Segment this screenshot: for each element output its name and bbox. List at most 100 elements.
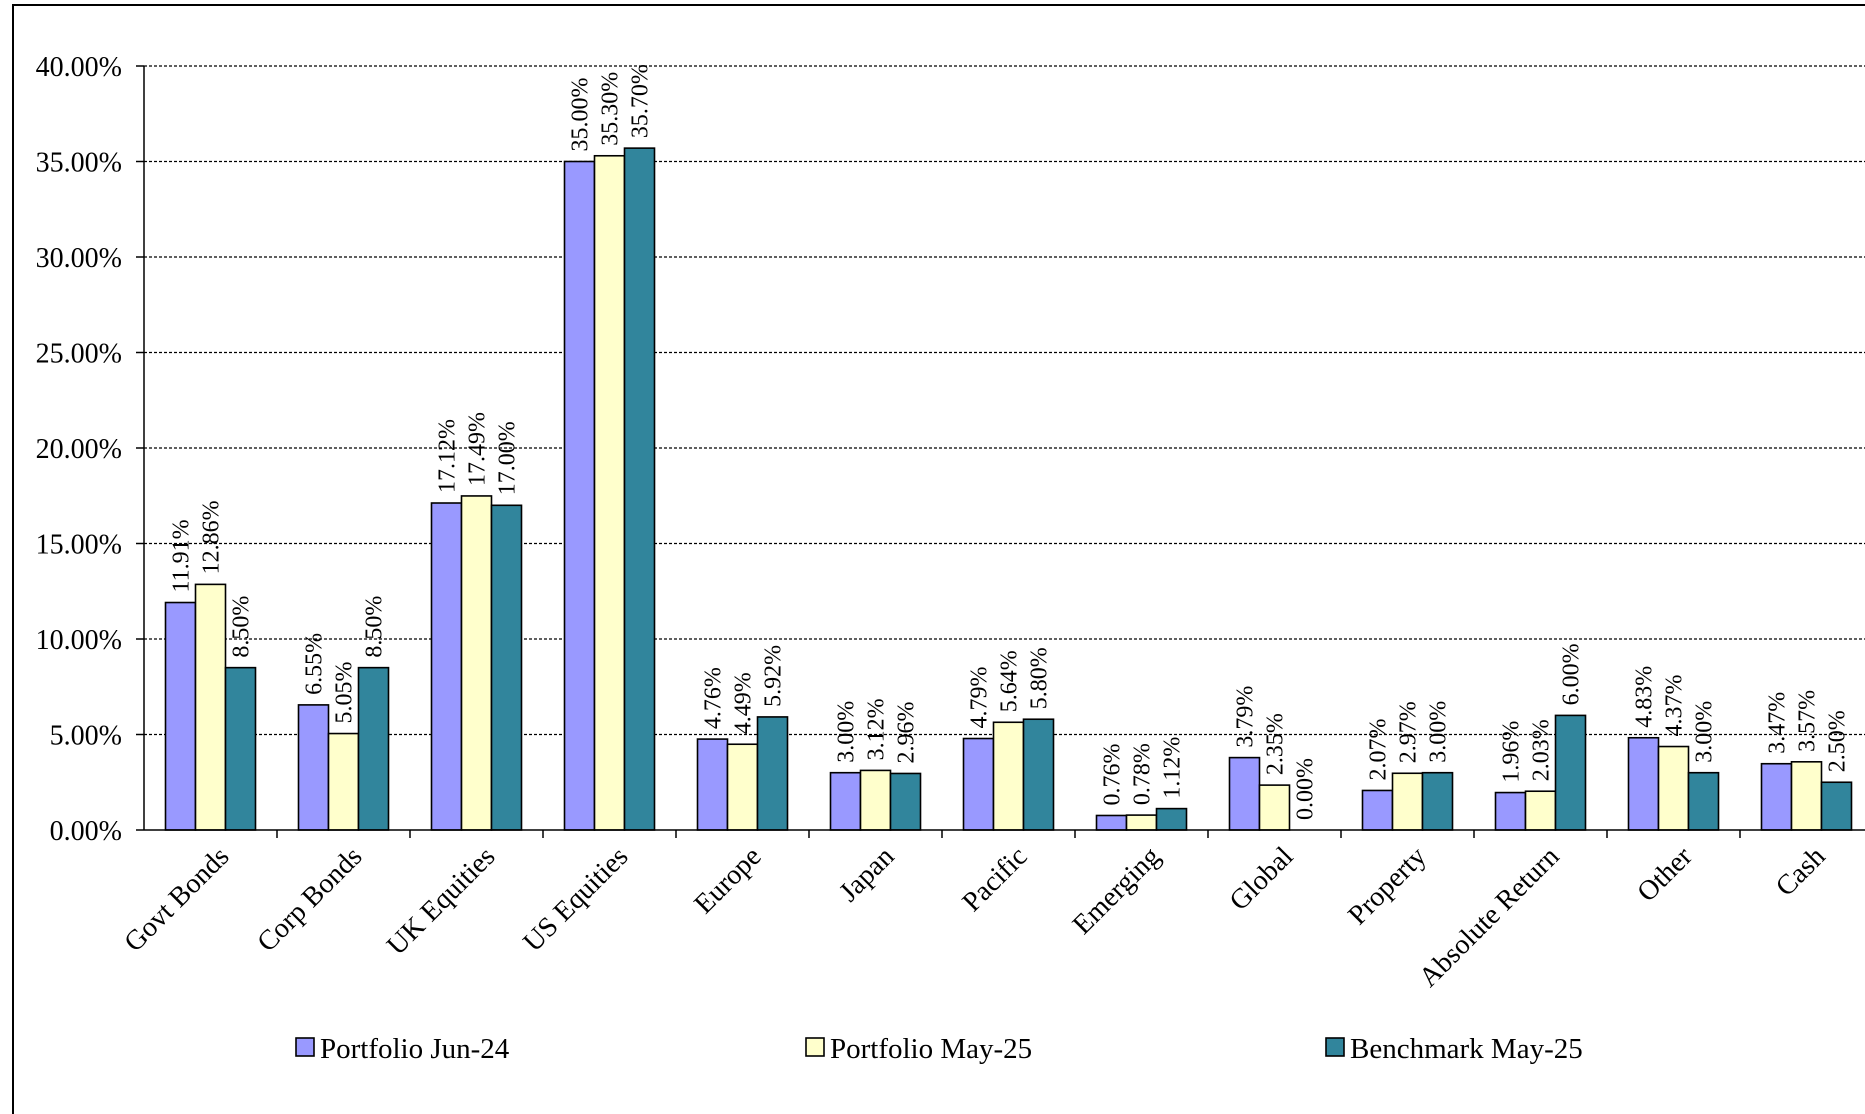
value-label: 2.50% [1825, 710, 1851, 772]
value-label: 5.05% [332, 662, 358, 724]
value-label: 12.86% [199, 500, 225, 574]
category-label-property: Property [1342, 841, 1432, 931]
value-label: 3.57% [1795, 690, 1821, 752]
category-label-japan: Japan [833, 841, 900, 908]
y-tick-label: 15.00% [36, 530, 122, 561]
category-label-emerging: Emerging [1067, 841, 1167, 941]
value-label: 0.76% [1100, 743, 1126, 805]
value-label: 17.00% [495, 421, 521, 495]
category-label-europe: Europe [688, 841, 767, 920]
value-label: 4.49% [731, 672, 757, 734]
value-label: 4.79% [967, 667, 993, 729]
y-tick-label: 35.00% [36, 148, 122, 179]
category-label-cash: Cash [1770, 841, 1832, 903]
value-label: 3.00% [1692, 701, 1718, 763]
bar-portfolio-may-25-global [1258, 784, 1291, 831]
value-labels: 11.91% 6.55% 17.12% 35.00% 4.76% 3.00% 4.79% 0.… [169, 64, 1851, 820]
bar-benchmark-may-25-japan [889, 772, 922, 831]
category-label-corp-bonds: Corp Bonds [251, 841, 368, 958]
category-label-govt-bonds: Govt Bonds [118, 841, 235, 958]
bar-portfolio-jun-24-cash [1760, 762, 1793, 831]
bar-portfolio-may-25-uk-equities [460, 495, 493, 831]
value-label: 8.50% [229, 596, 255, 658]
value-label: 2.07% [1366, 718, 1392, 780]
gridlines [144, 65, 1865, 736]
bar-portfolio-jun-24-us-equities [563, 160, 596, 831]
axes: 0.00% 5.00% 10.00% 15.00% 20.00% 25.00% 30.00%… [36, 52, 1865, 993]
value-label: 35.30% [598, 72, 624, 146]
y-tick-label: 40.00% [36, 52, 122, 83]
y-tick-label: 25.00% [36, 339, 122, 370]
value-label: 3.00% [1426, 701, 1452, 763]
value-label: 5.92% [761, 645, 787, 707]
value-label: 3.47% [1765, 692, 1791, 754]
category-label-uk-equities: UK Equities [381, 841, 501, 961]
y-tick-label: 30.00% [36, 243, 122, 274]
bar-portfolio-may-25-govt-bonds [194, 583, 227, 831]
value-label: 0.00% [1293, 758, 1319, 820]
bar-portfolio-jun-24-uk-equities [430, 502, 463, 831]
value-label: 1.12% [1160, 737, 1186, 799]
bar-portfolio-may-25-corp-bonds [327, 732, 360, 831]
bar-benchmark-may-25-us-equities [623, 147, 656, 831]
bar-portfolio-jun-24-japan [829, 771, 862, 831]
y-tick-label: 5.00% [50, 721, 122, 752]
y-tick-label: 0.00% [50, 816, 122, 847]
bar-portfolio-may-25-us-equities [593, 154, 626, 831]
bar-portfolio-jun-24-absolute-return [1494, 791, 1527, 831]
legend-swatch-portfolio-may-25 [805, 1037, 825, 1057]
bar-portfolio-may-25-europe [726, 743, 759, 831]
value-label: 3.00% [834, 701, 860, 763]
bar-portfolio-jun-24-europe [696, 738, 729, 831]
bar-portfolio-jun-24-property [1361, 789, 1394, 831]
category-label-other: Other [1631, 841, 1698, 908]
value-label: 2.96% [894, 701, 920, 763]
y-tick-label: 10.00% [36, 625, 122, 656]
legend-label-portfolio-jun-24: Portfolio Jun-24 [320, 1033, 510, 1065]
value-label: 3.12% [864, 698, 890, 760]
value-label: 17.12% [435, 419, 461, 493]
bar-benchmark-may-25-property [1421, 771, 1454, 831]
value-label: 6.00% [1559, 643, 1585, 705]
value-label: 0.78% [1130, 743, 1156, 805]
legend-label-portfolio-may-25: Portfolio May-25 [830, 1033, 1032, 1065]
value-label: 35.70% [628, 64, 654, 138]
value-label: 2.35% [1263, 713, 1289, 775]
bar-benchmark-may-25-cash [1820, 781, 1853, 831]
value-label: 4.83% [1632, 666, 1658, 728]
bar-benchmark-may-25-corp-bonds [357, 666, 390, 831]
value-label: 1.96% [1499, 721, 1525, 783]
bar-portfolio-jun-24-emerging [1095, 814, 1128, 831]
value-label: 2.97% [1396, 701, 1422, 763]
bars [164, 147, 1853, 831]
value-label: 6.55% [302, 633, 328, 695]
bar-portfolio-jun-24-corp-bonds [297, 704, 330, 831]
bar-portfolio-may-25-emerging [1125, 814, 1158, 831]
chart-frame [12, 4, 1865, 1114]
bar-benchmark-may-25-govt-bonds [224, 666, 257, 831]
y-tick-label: 20.00% [36, 434, 122, 465]
value-label: 17.49% [465, 412, 491, 486]
bar-portfolio-may-25-property [1391, 772, 1424, 831]
value-label: 4.37% [1662, 675, 1688, 737]
category-label-absolute-return: Absolute Return [1413, 841, 1565, 993]
legend-label-benchmark-may-25: Benchmark May-25 [1350, 1033, 1583, 1065]
bar-portfolio-may-25-pacific [992, 721, 1025, 831]
bar-portfolio-jun-24-pacific [962, 737, 995, 831]
bar-benchmark-may-25-other [1687, 771, 1720, 831]
bar-benchmark-may-25-europe [756, 716, 789, 831]
bar-portfolio-may-25-absolute-return [1524, 790, 1557, 831]
value-label: 8.50% [362, 596, 388, 658]
bar-benchmark-may-25-emerging [1155, 807, 1188, 831]
bar-portfolio-jun-24-govt-bonds [164, 601, 197, 831]
value-label: 5.64% [997, 650, 1023, 712]
category-label-global: Global [1224, 841, 1300, 917]
bar-portfolio-may-25-japan [859, 769, 892, 831]
bar-benchmark-may-25-pacific [1022, 718, 1055, 831]
bar-portfolio-jun-24-global [1228, 756, 1261, 831]
value-label: 3.79% [1233, 686, 1259, 748]
bar-portfolio-may-25-cash [1790, 761, 1823, 831]
value-label: 11.91% [169, 519, 195, 592]
category-label-us-equities: US Equities [517, 841, 634, 958]
